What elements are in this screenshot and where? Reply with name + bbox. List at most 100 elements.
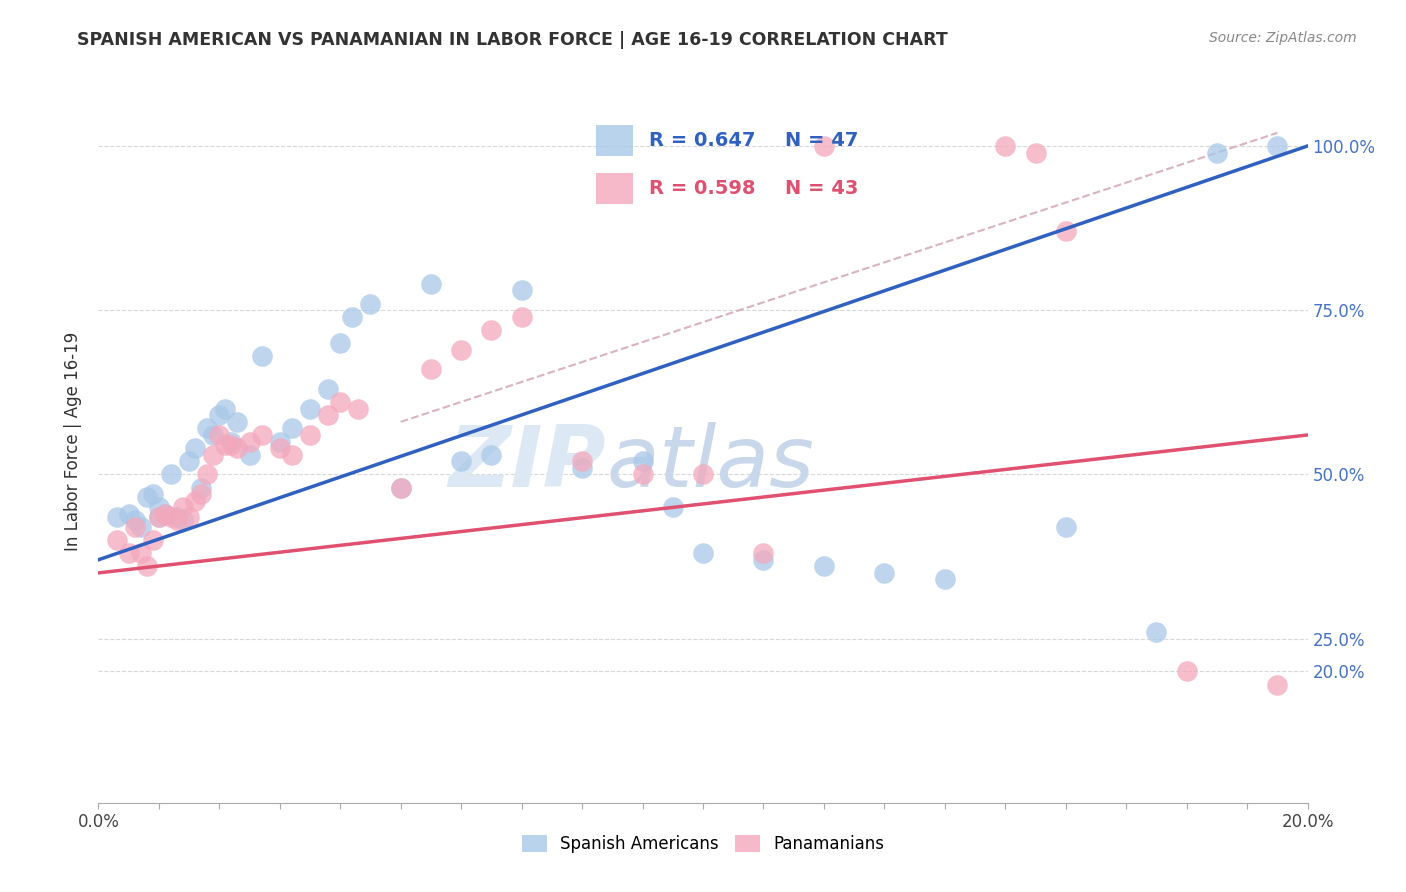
Point: [124, 520, 146, 534]
Point: [631, 467, 654, 482]
Text: N = 43: N = 43: [785, 179, 858, 198]
Text: R = 0.647: R = 0.647: [648, 131, 755, 150]
Point: [360, 296, 382, 310]
Text: R = 0.598: R = 0.598: [648, 179, 755, 198]
Point: [752, 553, 775, 567]
Point: [190, 487, 212, 501]
Point: [316, 409, 339, 423]
Point: [195, 421, 218, 435]
Point: [239, 448, 262, 462]
Point: [250, 428, 273, 442]
Point: [1144, 625, 1167, 640]
Point: [148, 510, 170, 524]
Point: [281, 421, 304, 435]
Point: [450, 454, 472, 468]
Point: [1024, 145, 1046, 160]
Point: [172, 500, 194, 515]
Point: [190, 481, 212, 495]
Point: [135, 559, 157, 574]
Point: [1206, 145, 1229, 160]
Point: [179, 510, 201, 524]
Text: SPANISH AMERICAN VS PANAMANIAN IN LABOR FORCE | AGE 16-19 CORRELATION CHART: SPANISH AMERICAN VS PANAMANIAN IN LABOR …: [77, 31, 948, 49]
Point: [692, 546, 714, 560]
Point: [129, 520, 152, 534]
Point: [153, 507, 176, 521]
Point: [631, 454, 654, 468]
Point: [172, 513, 194, 527]
Point: [160, 510, 183, 524]
Y-axis label: In Labor Force | Age 16-19: In Labor Force | Age 16-19: [65, 332, 83, 551]
Point: [208, 409, 231, 423]
Point: [166, 510, 188, 524]
Text: Source: ZipAtlas.com: Source: ZipAtlas.com: [1209, 31, 1357, 45]
Point: [1267, 139, 1289, 153]
Point: [118, 507, 141, 521]
Point: [148, 510, 170, 524]
Point: [208, 428, 231, 442]
Point: [1054, 224, 1077, 238]
Point: [813, 559, 835, 574]
Text: N = 47: N = 47: [785, 131, 858, 150]
Point: [571, 460, 593, 475]
Bar: [596, 125, 633, 155]
Point: [389, 481, 412, 495]
Point: [118, 546, 141, 560]
Point: [813, 139, 835, 153]
Point: [661, 500, 683, 515]
Point: [1267, 677, 1289, 691]
Point: [752, 546, 775, 560]
Point: [269, 441, 291, 455]
Point: [420, 362, 443, 376]
Point: [510, 310, 533, 324]
Point: [281, 448, 304, 462]
Point: [1175, 665, 1198, 679]
Point: [214, 438, 236, 452]
Point: [105, 533, 128, 547]
Point: [481, 448, 503, 462]
Point: [329, 336, 352, 351]
Point: [148, 500, 170, 515]
Point: [450, 343, 472, 357]
Point: [226, 415, 249, 429]
Point: [129, 546, 152, 560]
Point: [221, 434, 243, 449]
Point: [934, 573, 956, 587]
Point: [239, 434, 262, 449]
Point: [153, 507, 176, 521]
Point: [389, 481, 412, 495]
Point: [142, 487, 165, 501]
Point: [347, 401, 370, 416]
Point: [166, 513, 188, 527]
Point: [510, 284, 533, 298]
Point: [202, 448, 225, 462]
Point: [269, 434, 291, 449]
Point: [160, 467, 183, 482]
Point: [195, 467, 218, 482]
Point: [299, 428, 322, 442]
Point: [142, 533, 165, 547]
Text: atlas: atlas: [606, 422, 814, 505]
Point: [329, 395, 352, 409]
Point: [420, 277, 443, 291]
Bar: [596, 173, 633, 204]
Point: [179, 454, 201, 468]
Point: [105, 510, 128, 524]
Point: [124, 513, 146, 527]
Point: [342, 310, 364, 324]
Point: [873, 566, 896, 580]
Point: [571, 454, 593, 468]
Point: [184, 493, 207, 508]
Point: [135, 491, 157, 505]
Point: [316, 382, 339, 396]
Point: [481, 323, 503, 337]
Legend: Spanish Americans, Panamanians: Spanish Americans, Panamanians: [515, 828, 891, 860]
Point: [1054, 520, 1077, 534]
Point: [221, 438, 243, 452]
Point: [994, 139, 1017, 153]
Point: [299, 401, 322, 416]
Point: [214, 401, 236, 416]
Point: [250, 349, 273, 363]
Text: ZIP: ZIP: [449, 422, 606, 505]
Point: [226, 441, 249, 455]
Point: [202, 428, 225, 442]
